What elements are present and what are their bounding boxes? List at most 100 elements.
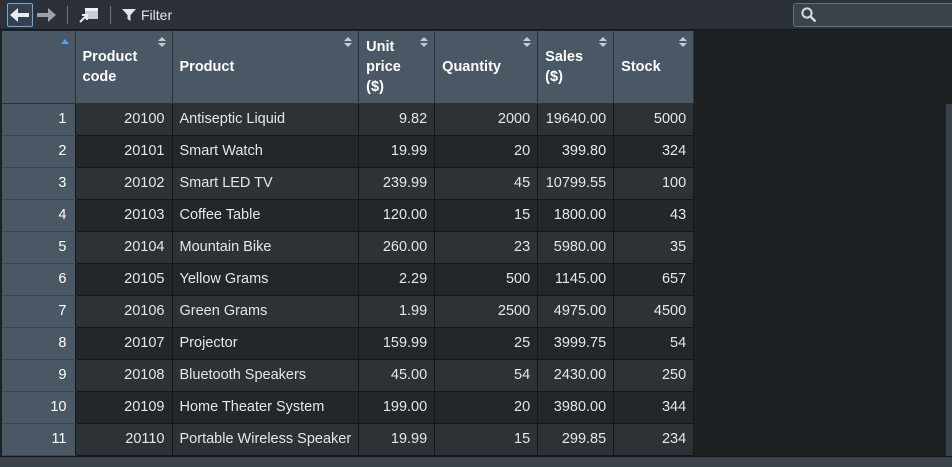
filter-label: Filter — [141, 7, 173, 23]
cell-stock: 250 — [613, 359, 695, 392]
cell-quantity: 45 — [434, 167, 539, 200]
cell-product-code: 20106 — [75, 295, 173, 328]
column-header-label: Sales ($) — [545, 48, 584, 85]
cell-sales: 1145.00 — [537, 263, 615, 296]
cell-unit-price: 239.99 — [358, 167, 436, 200]
cell-quantity: 54 — [434, 359, 539, 392]
row-number: 4 — [2, 199, 76, 232]
column-header-stock[interactable]: Stock — [613, 31, 695, 104]
row-number: 2 — [2, 135, 76, 168]
table-row[interactable]: 4 20103 Coffee Table 120.00 15 1800.00 43 — [2, 199, 695, 232]
cell-unit-price: 159.99 — [358, 327, 436, 360]
header-row: Product code Product Unit price ($) Quantit… — [2, 31, 695, 104]
row-number: 6 — [2, 263, 76, 296]
column-header-unit-price[interactable]: Unit price ($) — [358, 31, 436, 104]
cell-stock: 344 — [613, 391, 695, 424]
cell-quantity: 2000 — [434, 103, 539, 136]
arrow-left-icon — [10, 8, 29, 22]
cell-product-code: 20107 — [75, 327, 173, 360]
cell-sales: 19640.00 — [537, 103, 615, 136]
popout-window-icon — [79, 8, 98, 23]
cell-product-code: 20104 — [75, 231, 173, 264]
cell-quantity: 20 — [434, 391, 539, 424]
forward-button[interactable] — [33, 3, 59, 27]
cell-unit-price: 120.00 — [358, 199, 436, 232]
cell-quantity: 15 — [434, 199, 539, 232]
table-row[interactable]: 11 20110 Portable Wireless Speaker 19.99 15 2… — [2, 423, 695, 456]
column-header-label: Product code — [82, 48, 138, 85]
cell-product: Antiseptic Liquid — [172, 103, 360, 136]
column-header-label: Quantity — [442, 58, 501, 75]
cell-stock: 100 — [613, 167, 695, 200]
vertical-scrollbar[interactable] — [946, 104, 952, 456]
cell-product-code: 20108 — [75, 359, 173, 392]
cell-stock: 324 — [613, 135, 695, 168]
table-row[interactable]: 6 20105 Yellow Grams 2.29 500 1145.00 657 — [2, 263, 695, 296]
cell-sales: 2430.00 — [537, 359, 615, 392]
table-row[interactable]: 1 20100 Antiseptic Liquid 9.82 2000 19640.00 5… — [2, 103, 695, 136]
cell-unit-price: 2.29 — [358, 263, 436, 296]
row-number: 3 — [2, 167, 76, 200]
column-header-label: Product — [179, 58, 235, 75]
cell-sales: 299.85 — [537, 423, 615, 456]
row-index-header[interactable] — [2, 31, 76, 104]
cell-stock: 4500 — [613, 295, 695, 328]
row-number: 5 — [2, 231, 76, 264]
table-row[interactable]: 3 20102 Smart LED TV 239.99 45 10799.55 100 — [2, 167, 695, 200]
cell-product: Mountain Bike — [172, 231, 360, 264]
cell-unit-price: 19.99 — [358, 135, 436, 168]
history-nav — [7, 3, 59, 27]
filter-button[interactable]: Filter — [122, 5, 172, 25]
data-grid: Product code Product Unit price ($) Quantit… — [2, 31, 695, 456]
cell-product: Smart Watch — [172, 135, 360, 168]
search-input[interactable] — [822, 6, 952, 26]
table-row[interactable]: 8 20107 Projector 159.99 25 3999.75 54 — [2, 327, 695, 360]
cell-product-code: 20100 — [75, 103, 173, 136]
row-number: 8 — [2, 327, 76, 360]
sort-icon — [523, 37, 532, 47]
column-header-sales[interactable]: Sales ($) — [537, 31, 615, 104]
cell-product: Portable Wireless Speaker — [172, 423, 360, 456]
cell-unit-price: 199.00 — [358, 391, 436, 424]
show-in-new-window-button[interactable] — [78, 5, 100, 25]
cell-sales: 3999.75 — [537, 327, 615, 360]
cell-stock: 35 — [613, 231, 695, 264]
cell-sales: 10799.55 — [537, 167, 615, 200]
column-header-product[interactable]: Product — [172, 31, 360, 104]
cell-unit-price: 19.99 — [358, 423, 436, 456]
cell-sales: 4975.00 — [537, 295, 615, 328]
cell-product: Projector — [172, 327, 360, 360]
sort-icon — [157, 37, 166, 47]
table-row[interactable]: 9 20108 Bluetooth Speakers 45.00 54 2430.00 25… — [2, 359, 695, 392]
column-header-product-code[interactable]: Product code — [75, 31, 173, 104]
cell-unit-price: 260.00 — [358, 231, 436, 264]
cell-product: Bluetooth Speakers — [172, 359, 360, 392]
cell-unit-price: 45.00 — [358, 359, 436, 392]
search-icon — [801, 7, 817, 23]
table-row[interactable]: 5 20104 Mountain Bike 260.00 23 5980.00 35 — [2, 231, 695, 264]
table-row[interactable]: 2 20101 Smart Watch 19.99 20 399.80 324 — [2, 135, 695, 168]
sort-icon — [420, 37, 429, 47]
cell-unit-price: 1.99 — [358, 295, 436, 328]
column-header-quantity[interactable]: Quantity — [434, 31, 539, 104]
column-header-label: Stock — [621, 58, 661, 75]
table-row[interactable]: 7 20106 Green Grams 1.99 2500 4975.00 4500 — [2, 295, 695, 328]
column-header-label: Unit price ($) — [366, 38, 401, 95]
row-number: 11 — [2, 423, 76, 456]
filter-funnel-icon — [122, 8, 136, 21]
viewer-toolbar: Filter — [0, 0, 952, 30]
cell-product-code: 20110 — [75, 423, 173, 456]
cell-product: Green Grams — [172, 295, 360, 328]
cell-stock: 54 — [613, 327, 695, 360]
horizontal-scrollbar[interactable] — [0, 456, 952, 467]
cell-product-code: 20102 — [75, 167, 173, 200]
cell-stock: 234 — [613, 423, 695, 456]
search-field[interactable] — [793, 3, 952, 27]
cell-product-code: 20109 — [75, 391, 173, 424]
empty-area — [692, 31, 952, 456]
table-row[interactable]: 10 20109 Home Theater System 199.00 20 3980.0… — [2, 391, 695, 424]
toolbar-divider — [67, 6, 68, 24]
back-button[interactable] — [7, 3, 33, 27]
cell-quantity: 23 — [434, 231, 539, 264]
toolbar-divider — [110, 6, 111, 24]
